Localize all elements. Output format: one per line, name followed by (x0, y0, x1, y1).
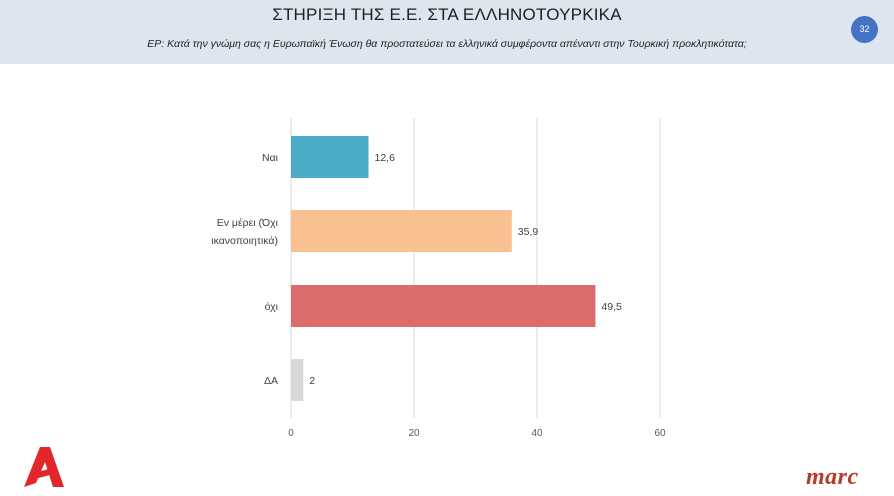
category-label: όχι (265, 301, 279, 313)
category-label: Ναι (262, 152, 279, 164)
category-label: ικανοποιητικά) (211, 235, 278, 247)
bar (291, 210, 512, 252)
x-tick-label: 60 (654, 428, 666, 439)
question-text: ΕΡ: Κατά την γνώμη σας η Ευρωπαϊκή Ένωση… (147, 38, 747, 50)
bar (291, 359, 304, 401)
bar (291, 136, 369, 178)
category-label: Εν μέρει (Όχι (217, 217, 279, 229)
page-title: ΣΤΗΡΙΞΗ ΤΗΣ Ε.Ε. ΣΤΑ ΕΛΛΗΝΟΤΟΥΡΚΙΚΑ (272, 5, 622, 24)
x-tick-label: 0 (288, 428, 294, 439)
alpha-logo-icon (24, 447, 64, 487)
category-label: ΔΑ (264, 375, 278, 387)
header-band: ΣΤΗΡΙΞΗ ΤΗΣ Ε.Ε. ΣΤΑ ΕΛΛΗΝΟΤΟΥΡΚΙΚΑ ΕΡ: … (0, 0, 894, 64)
data-label: 12,6 (374, 152, 395, 164)
data-label: 2 (309, 375, 315, 387)
bar (291, 285, 596, 327)
alpha-logo (20, 443, 68, 496)
x-tick-label: 40 (531, 428, 543, 439)
x-tick-label: 20 (408, 428, 420, 439)
data-label: 35,9 (518, 226, 539, 238)
page-number-badge: 32 (851, 16, 878, 43)
data-label: 49,5 (601, 301, 622, 313)
marc-logo: marc (806, 464, 859, 490)
